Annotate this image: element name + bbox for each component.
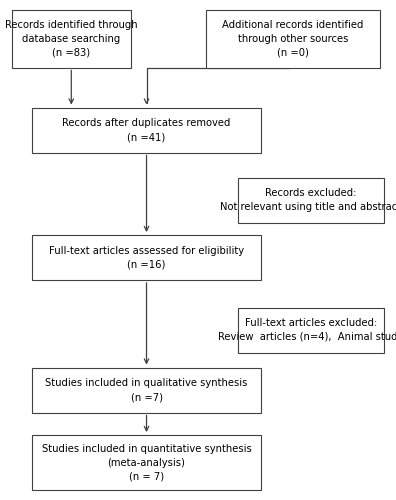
Text: Records after duplicates removed: Records after duplicates removed	[62, 118, 231, 128]
Text: (n = 7): (n = 7)	[129, 472, 164, 482]
Bar	[12, 10, 131, 68]
Text: Additional records identified: Additional records identified	[222, 20, 364, 30]
Text: Full-text articles assessed for eligibility: Full-text articles assessed for eligibil…	[49, 246, 244, 256]
Text: Review  articles (n=4),  Animal study: Review articles (n=4), Animal study	[218, 332, 396, 342]
Bar	[238, 308, 384, 352]
Bar	[32, 368, 261, 412]
Text: (n =7): (n =7)	[131, 392, 162, 402]
Text: Full-text articles excluded:: Full-text articles excluded:	[245, 318, 377, 328]
Bar	[32, 108, 261, 152]
Text: through other sources: through other sources	[238, 34, 348, 44]
Bar	[32, 235, 261, 280]
Text: Records excluded:: Records excluded:	[265, 188, 356, 198]
Text: (n =83): (n =83)	[52, 48, 90, 58]
Text: (n =16): (n =16)	[128, 260, 166, 270]
Text: (meta-analysis): (meta-analysis)	[108, 458, 185, 468]
Text: database searching: database searching	[22, 34, 120, 44]
Text: (n =0): (n =0)	[277, 48, 309, 58]
Text: (n =41): (n =41)	[128, 132, 166, 142]
Bar	[32, 435, 261, 490]
Text: Studies included in quantitative synthesis: Studies included in quantitative synthes…	[42, 444, 251, 454]
Bar	[206, 10, 380, 68]
Text: Not relevant using title and abstract: Not relevant using title and abstract	[220, 202, 396, 212]
Text: Records identified through: Records identified through	[5, 20, 137, 30]
Bar	[238, 178, 384, 222]
Text: Studies included in qualitative synthesis: Studies included in qualitative synthesi…	[45, 378, 248, 388]
